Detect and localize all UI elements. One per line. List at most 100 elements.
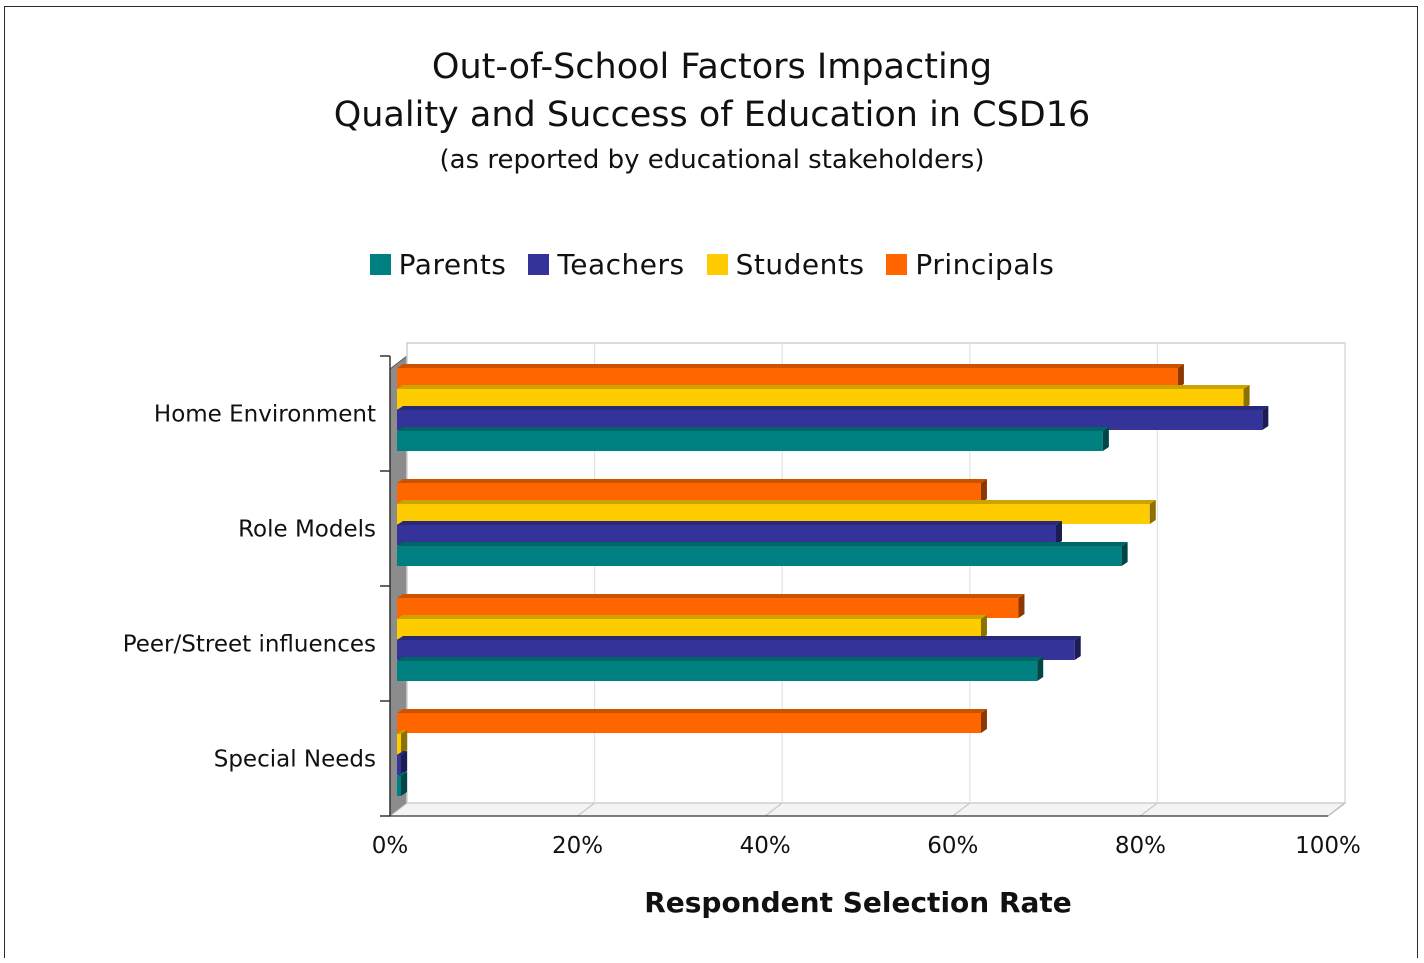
- bar-front-face: [397, 410, 1263, 430]
- legend-label-students: Students: [735, 248, 865, 281]
- bar-top-face: [397, 730, 407, 734]
- legend-item-students: Students: [706, 248, 865, 281]
- plot-background: [388, 342, 1347, 818]
- bar-end-face: [1018, 594, 1025, 618]
- bars: [397, 364, 1269, 796]
- x-axis-label: Respondent Selection Rate: [644, 886, 1072, 919]
- bar-top-face: [397, 521, 1062, 525]
- bar-top-face: [397, 709, 987, 713]
- bar-students-role-models: [397, 500, 1156, 524]
- bar-front-face: [397, 734, 401, 754]
- bar-front-face: [397, 504, 1150, 524]
- bar-principals-special-needs: [397, 709, 987, 733]
- axes: [380, 355, 1346, 817]
- bar-top-face: [397, 751, 407, 755]
- legend-swatch-students: [706, 254, 728, 275]
- bar-students-special-needs: [397, 730, 407, 754]
- bar-top-face: [397, 406, 1269, 410]
- bar-top-face: [397, 594, 1025, 598]
- x-tick-label-2: 40%: [740, 833, 791, 859]
- bar-front-face: [397, 598, 1019, 618]
- x-tick-label-1: 20%: [552, 833, 603, 859]
- legend-item-teachers: Teachers: [528, 248, 684, 281]
- bar-end-face: [980, 709, 987, 733]
- bar-top-face: [397, 657, 1044, 661]
- x-tick-label-0: 0%: [372, 833, 409, 859]
- legend-swatch-parents: [369, 254, 391, 275]
- bar-principals-peer-street-influences: [397, 594, 1025, 618]
- floor-gridline-1: [577, 802, 595, 817]
- bar-front-face: [397, 431, 1103, 451]
- bar-top-face: [397, 479, 987, 483]
- bar-top-face: [397, 364, 1184, 368]
- chart-title-line2: Quality and Success of Education in CSD1…: [333, 95, 1091, 135]
- bar-front-face: [397, 640, 1075, 660]
- bar-teachers-peer-street-influences: [397, 636, 1081, 660]
- category-label-home-environment: Home Environment: [154, 402, 376, 428]
- category-label-role-models: Role Models: [238, 517, 376, 543]
- bar-top-face: [397, 500, 1156, 504]
- tick-labels: 0% 20% 40% 60% 80% 100%: [372, 833, 1361, 859]
- legend-swatch-principals: [886, 254, 908, 275]
- legend: Parents Teachers Students Principals: [0, 248, 1424, 281]
- floor-gridline-4: [1140, 802, 1158, 817]
- bar-principals-role-models: [397, 479, 987, 503]
- bar-end-face: [401, 772, 407, 796]
- bar-teachers-role-models: [397, 521, 1062, 545]
- bar-end-face: [1177, 364, 1184, 388]
- bar-students-peer-street-influences: [397, 615, 987, 639]
- bar-end-face: [1243, 385, 1250, 409]
- bar-teachers-home-environment: [397, 406, 1269, 430]
- bar-top-face: [397, 636, 1081, 640]
- bar-end-face: [1262, 406, 1269, 430]
- bar-top-face: [397, 385, 1250, 389]
- bar-end-face: [980, 479, 987, 503]
- chart-title: Out-of-School Factors Impacting: [431, 47, 993, 87]
- bar-front-face: [397, 389, 1244, 409]
- bar-students-home-environment: [397, 385, 1250, 409]
- legend-swatch-teachers: [528, 254, 550, 275]
- bar-top-face: [397, 427, 1109, 431]
- chart-subtitle: (as reported by educational stakeholders…: [439, 145, 985, 175]
- bar-teachers-special-needs: [397, 751, 407, 775]
- bar-end-face: [980, 615, 987, 639]
- floor: [388, 802, 1347, 817]
- bar-front-face: [397, 483, 981, 503]
- bar-front-face: [397, 713, 981, 733]
- legend-item-principals: Principals: [886, 248, 1054, 281]
- legend-label-teachers: Teachers: [557, 248, 685, 281]
- bar-parents-home-environment: [397, 427, 1109, 451]
- bar-top-face: [397, 615, 987, 619]
- bar-parents-special-needs: [397, 772, 407, 796]
- bar-principals-home-environment: [397, 364, 1184, 388]
- floor-gridline-2: [764, 802, 783, 817]
- category-labels: Home Environment Role Models Peer/Street i…: [123, 402, 376, 773]
- category-label-peer-street-influences: Peer/Street influences: [123, 632, 376, 658]
- bar-end-face: [401, 751, 407, 775]
- legend-item-parents: Parents: [369, 248, 507, 281]
- bar-end-face: [1121, 542, 1128, 566]
- bar-front-face: [397, 619, 981, 639]
- category-label-special-needs: Special Needs: [214, 747, 376, 773]
- floor-right-edge: [1327, 802, 1346, 817]
- bar-end-face: [1074, 636, 1081, 660]
- bar-front-face: [397, 525, 1056, 545]
- bar-end-face: [1102, 427, 1109, 451]
- bar-front-face: [397, 755, 401, 775]
- legend-label-parents: Parents: [398, 248, 507, 281]
- bar-end-face: [1055, 521, 1062, 545]
- bar-front-face: [397, 776, 401, 796]
- bar-end-face: [401, 730, 407, 754]
- legend-label-principals: Principals: [915, 248, 1055, 281]
- x-tick-label-3: 60%: [927, 833, 978, 859]
- bar-end-face: [1149, 500, 1156, 524]
- floor-gridline-3: [952, 802, 971, 817]
- bar-parents-peer-street-influences: [397, 657, 1044, 681]
- bar-end-face: [1037, 657, 1044, 681]
- bar-front-face: [397, 661, 1038, 681]
- x-tick-label-4: 80%: [1115, 833, 1166, 859]
- bar-top-face: [397, 542, 1128, 546]
- bar-top-face: [397, 772, 407, 776]
- bar-parents-role-models: [397, 542, 1128, 566]
